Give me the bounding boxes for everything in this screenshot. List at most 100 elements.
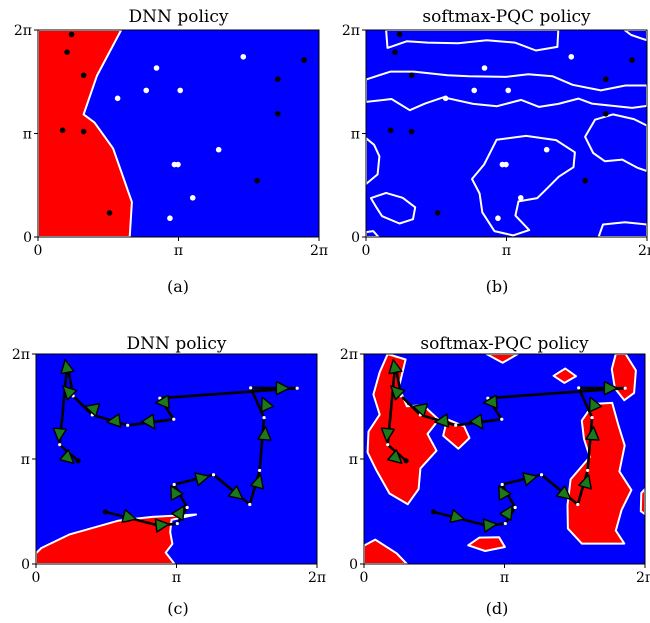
trajectory-end [403,458,409,464]
data-point-white [167,215,173,222]
data-point-black [68,31,75,38]
x-tick-label: 2π [310,243,328,259]
trajectory-arrow [469,413,484,430]
data-point-white [471,87,478,94]
panel-c-regions [36,354,317,564]
data-point-white [189,194,196,201]
data-point-white [114,95,121,102]
y-tick-label: 0 [21,557,30,573]
trajectory-arrow [387,449,403,465]
data-point-black [274,110,281,117]
trajectory-arrow [260,396,275,413]
data-point-black [106,210,113,216]
trajectory-waypoint [295,386,299,390]
data-point-white [543,146,550,153]
data-point-white [481,65,488,71]
trajectory-waypoint [248,502,252,507]
data-point-black [602,76,609,82]
trajectory-arrow [482,518,498,533]
y-tick-label: 0 [23,230,32,246]
panel-b-title: softmax-PQC policy [422,7,591,27]
trajectory-arrow [154,518,170,533]
trajectory-arrow [555,485,572,500]
trajectory-waypoint [577,386,581,390]
trajectory-arrow [499,505,513,522]
decision-region [623,30,647,42]
panel-a-plot-area: 0 π 2π 0 π 2π [14,23,328,259]
data-point-black [254,177,260,184]
panel-b-caption: (b) [486,277,509,296]
y-tick-label: π [23,127,32,143]
panel-a-caption: (a) [167,277,189,296]
trajectory-arrow [482,394,498,409]
y-tick-label: π [351,127,360,143]
panel-c-caption: (c) [167,599,188,618]
trajectory-arrow [60,358,75,375]
trajectory-arrow [498,485,512,501]
data-point-black [408,128,415,135]
data-point-black [396,31,403,38]
trajectory-arrow [121,509,137,524]
panel-d-plot-area: 0 π 2π 0 π 2π [340,347,650,586]
x-tick-label: 0 [34,243,43,259]
trajectory-waypoint [249,386,253,390]
trajectory-arrow [257,426,272,441]
panel-d-title: softmax-PQC policy [420,334,589,354]
panel-d-caption: (d) [486,599,509,618]
trajectory-arrow [170,485,184,501]
decision-region [471,134,576,237]
data-point-black [301,57,307,63]
data-point-black [80,128,87,135]
trajectory-arrow [380,427,396,443]
trajectory-start [430,509,436,515]
trajectory-arrow [194,472,210,487]
x-tick-label: 0 [362,243,371,259]
y-tick-label: 0 [349,557,358,573]
data-point-white [215,146,222,153]
data-point-black [434,210,441,216]
decision-region [485,354,519,364]
decision-region [597,221,647,237]
data-point-black [64,49,70,55]
data-point-black [274,76,281,82]
y-tick-label: 2π [342,23,360,39]
trajectory-arrow [59,449,75,465]
data-point-black [408,72,415,79]
data-point-black [392,49,398,55]
decision-region [385,30,560,52]
trajectory-waypoint [172,417,176,421]
panel-a: DNN policy 0 π 2π 0 π 2π (a) [14,7,328,296]
x-tick-label: 2π [308,570,326,586]
trajectory-waypoint [623,386,627,390]
trajectory-start [102,509,108,515]
panel-c-title: DNN policy [127,334,227,354]
trajectory-waypoint [185,505,189,510]
data-point-white [499,161,506,168]
decision-region [467,536,506,552]
trajectory-arrow [388,358,403,375]
data-point-white [240,53,247,60]
x-tick-label: π [500,570,509,586]
x-tick-label: π [502,243,511,259]
x-tick-label: 0 [32,570,41,586]
panel-b-plot-area: 0 π 2π 0 π 2π [342,23,650,259]
trajectory-waypoint [126,423,130,427]
trajectory-waypoint [500,482,504,487]
trajectory-waypoint [513,505,517,510]
trajectory-waypoint [175,521,179,526]
data-point-white [568,53,575,60]
trajectory-arrow [588,396,603,413]
trajectory-arrow [141,413,156,430]
panel-a-title: DNN policy [129,7,229,27]
y-tick-label: π [349,452,358,468]
decision-region [369,191,417,225]
y-tick-label: 2π [12,347,30,363]
y-tick-label: π [21,452,30,468]
data-point-black [602,110,609,117]
data-point-white [505,87,512,94]
panel-c: DNN policy 0 π 2π 0 π 2π (c) [12,334,326,618]
data-point-black [80,72,87,79]
trajectory-arrow [106,413,122,428]
decision-region [639,488,645,516]
data-point-black [387,127,394,134]
